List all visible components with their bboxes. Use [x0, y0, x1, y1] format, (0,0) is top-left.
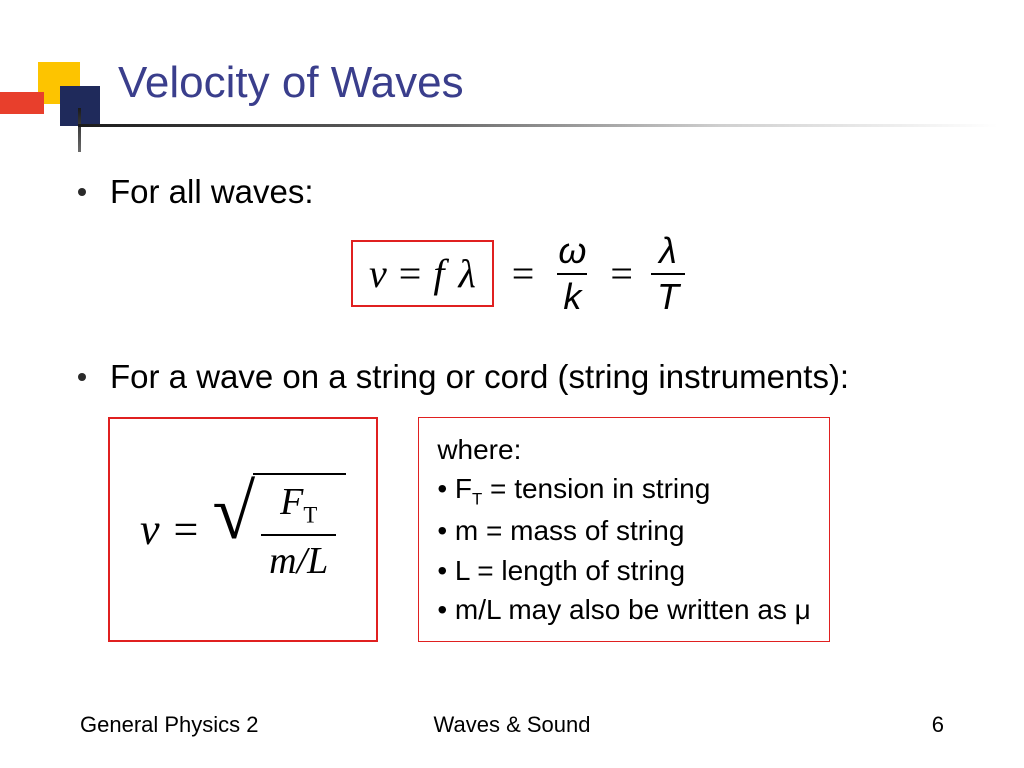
bullet-1-text: For all waves:: [110, 170, 314, 215]
footer-right: 6: [656, 712, 944, 738]
footer-center: Waves & Sound: [368, 712, 656, 738]
bullet-dot-icon: [78, 373, 86, 381]
eq-lambda-2: λ: [653, 233, 683, 273]
decor-square-red: [0, 92, 44, 114]
eq-k: k: [557, 273, 587, 315]
footer-left: General Physics 2: [80, 712, 368, 738]
eq2-v: v: [140, 504, 160, 555]
eq2-Fsub: T: [303, 503, 317, 528]
where-legend-box: where: • FT = tension in string • m = ma…: [418, 417, 830, 642]
eq-T: T: [651, 273, 685, 315]
eq-equals-3: =: [610, 250, 633, 297]
eq2-equals: =: [174, 504, 199, 555]
decor-line-horizontal: [78, 124, 998, 127]
equation-wave-velocity: v = f λ = ω k = λ T: [78, 233, 958, 315]
slide-content: For all waves: v = f λ = ω k = λ T For a…: [78, 170, 958, 642]
decor-line-vertical: [78, 108, 81, 152]
bullet-2: For a wave on a string or cord (string i…: [78, 355, 958, 400]
eq-frac-omega-k: ω k: [552, 233, 592, 315]
eq-frac-lambda-T: λ T: [651, 233, 685, 315]
lower-row: v = √ FT m/L where: • FT =: [108, 417, 958, 642]
eq2-frac: FT m/L: [261, 483, 336, 581]
where-line-1: • FT = tension in string: [437, 469, 811, 511]
equation-string-velocity: v = √ FT m/L: [108, 417, 378, 642]
eq-v: v: [369, 250, 387, 297]
eq-lambda: λ: [458, 250, 475, 297]
equation-boxed-vfl: v = f λ: [351, 240, 494, 307]
bullet-dot-icon: [78, 188, 86, 196]
eq-omega: ω: [552, 233, 592, 273]
where-line-3: • L = length of string: [437, 551, 811, 590]
sqrt-icon: √ FT m/L: [212, 473, 346, 585]
eq2-den: m/L: [261, 534, 336, 582]
slide-title: Velocity of Waves: [118, 58, 464, 108]
slide-footer: General Physics 2 Waves & Sound 6: [0, 712, 1024, 738]
where-line-4: • m/L may also be written as μ: [437, 590, 811, 629]
eq2-F: F: [280, 481, 303, 523]
eq-equals-1: =: [399, 250, 422, 297]
eq-f: f: [433, 250, 444, 297]
bullet-2-text: For a wave on a string or cord (string i…: [110, 355, 849, 400]
where-heading: where:: [437, 430, 811, 469]
eq-equals-2: =: [512, 250, 535, 297]
where-line-2: • m = mass of string: [437, 511, 811, 550]
bullet-1: For all waves:: [78, 170, 958, 215]
